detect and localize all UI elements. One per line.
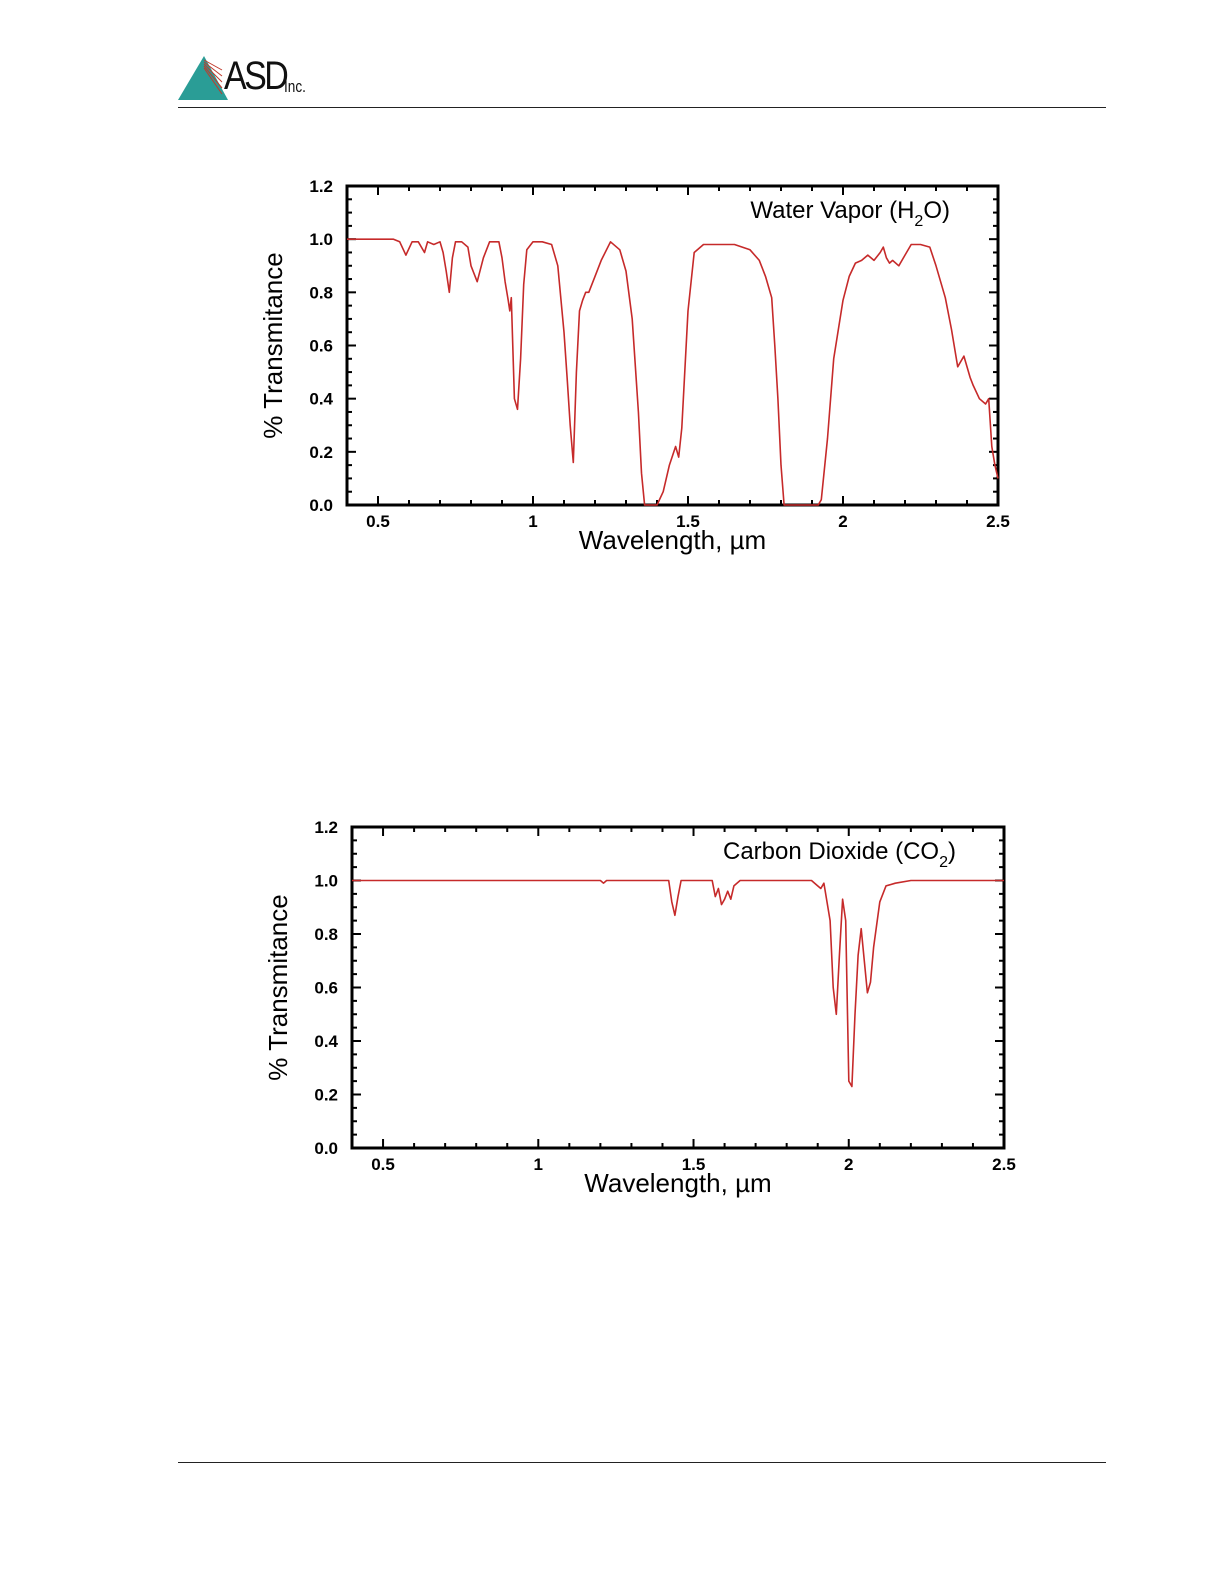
x-tick-label: 2	[838, 512, 847, 531]
annotation-main: Carbon Dioxide (CO	[723, 838, 939, 865]
plot-frame	[350, 825, 1006, 1150]
carbon-dioxide-chart: 0.0 0.2 0.4 0.6 0.8 1.0 1.2 0.5 1 1.5 2 2.5 Waveleng…	[250, 800, 1030, 1210]
x-tick-label: 0.5	[371, 1155, 395, 1174]
y-tick-label: 1.0	[309, 230, 333, 249]
x-tick-label: 2.5	[986, 512, 1010, 531]
y-tick-label: 0.6	[309, 337, 333, 356]
y-tick-label: 0.4	[314, 1032, 338, 1051]
x-tick-label: 1.5	[676, 512, 700, 531]
x-tick-label: 0.5	[366, 512, 390, 531]
water-vapor-chart-svg: 0.0 0.2 0.4 0.6 0.8 1.0 1.2 0.5 1 1.5 2 2.5 Waveleng…	[258, 177, 1010, 555]
annotation-subscript: 2	[939, 854, 948, 871]
x-tick-label: 2	[844, 1155, 853, 1174]
footer-divider	[178, 1462, 1106, 1463]
logo-text: ASD	[224, 54, 289, 98]
y-axis-label: % Transmitance	[258, 252, 288, 438]
header-divider	[178, 107, 1106, 108]
annotation-main: Water Vapor (H	[750, 197, 914, 224]
company-logo: ASD Inc.	[176, 52, 326, 104]
series-annotation: Water Vapor (H2O)	[750, 197, 950, 230]
transmittance-series-line	[347, 238, 999, 506]
x-tick-label: 1.5	[682, 1155, 706, 1174]
x-tick-label: 1	[528, 512, 537, 531]
transmittance-series-line	[352, 879, 1004, 1088]
y-tick-label: 0.8	[314, 925, 338, 944]
x-axis-label: Wavelength, µm	[579, 525, 766, 555]
logo-suffix: Inc.	[284, 77, 306, 96]
y-tick-label: 0.0	[309, 496, 333, 515]
annotation-subscript: 2	[914, 213, 923, 230]
y-tick-label: 1.2	[314, 818, 338, 837]
y-tick-label: 0.4	[309, 390, 333, 409]
annotation-end: )	[948, 838, 956, 865]
y-tick-label: 0.6	[314, 979, 338, 998]
y-tick-label: 0.8	[309, 283, 333, 302]
x-tick-label: 2.5	[992, 1155, 1016, 1174]
triangle-logo-icon	[178, 56, 228, 100]
y-tick-label: 1.2	[309, 177, 333, 196]
carbon-dioxide-chart-svg: 0.0 0.2 0.4 0.6 0.8 1.0 1.2 0.5 1 1.5 2 2.5 Waveleng…	[263, 818, 1016, 1198]
y-tick-label: 0.0	[314, 1139, 338, 1158]
y-tick-label: 1.0	[314, 872, 338, 891]
y-tick-label: 0.2	[309, 443, 333, 462]
y-axis-label: % Transmitance	[263, 894, 293, 1080]
y-tick-label: 0.2	[314, 1086, 338, 1105]
series-annotation: Carbon Dioxide (CO2)	[723, 838, 956, 871]
x-axis-label: Wavelength, µm	[584, 1168, 771, 1198]
annotation-end: O)	[923, 197, 950, 224]
x-tick-label: 1	[534, 1155, 543, 1174]
water-vapor-chart: 0.0 0.2 0.4 0.6 0.8 1.0 1.2 0.5 1 1.5 2 2.5 Waveleng…	[250, 160, 1030, 570]
